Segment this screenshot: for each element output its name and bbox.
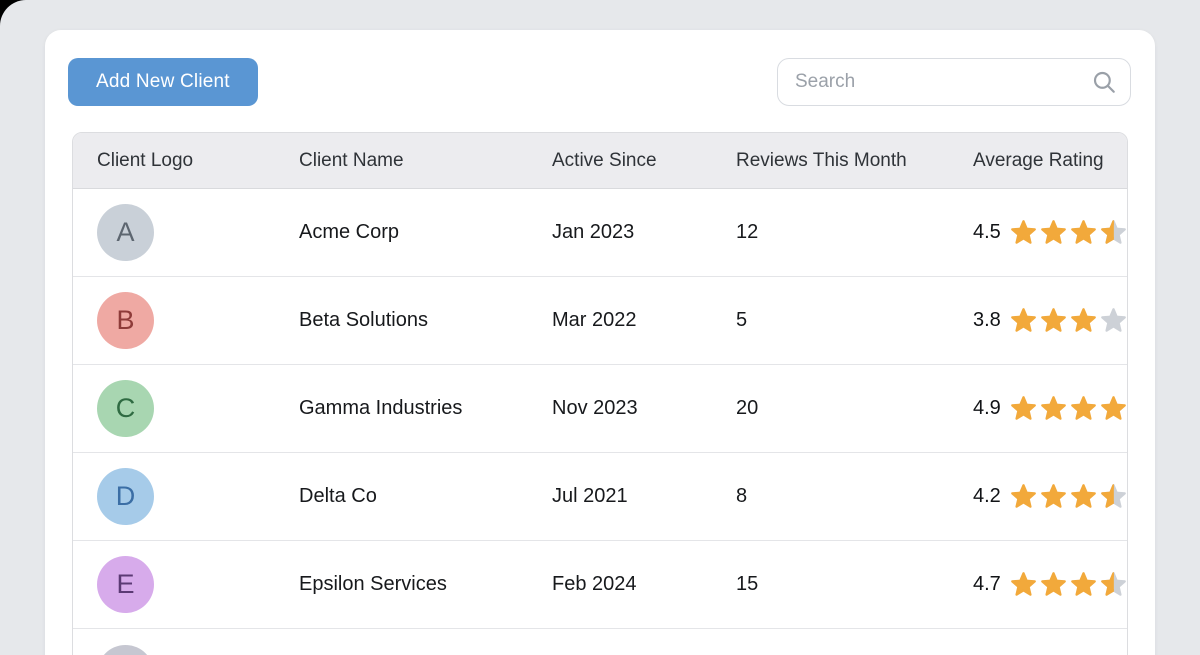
empty-star-icon [1100,308,1126,332]
rating-value: 4.5 [973,221,1001,243]
full-star-icon [1010,396,1036,420]
table-row[interactable]: D Delta Co Jul 2021 8 4.2 [73,453,1127,541]
reviews-cell: 5 [736,309,748,331]
rating-value: 3.8 [973,309,1001,331]
reviews-cell: 15 [736,573,759,595]
add-new-client-button[interactable]: Add New Client [68,58,258,106]
table-row[interactable]: A Acme Corp Jan 2023 12 4.5 [73,189,1127,277]
full-star-icon [1070,572,1096,596]
full-star-icon [1040,396,1066,420]
rating-cell: 4.5 [949,219,1127,246]
active-since-cell: Jan 2023 [552,221,635,243]
active-since-cell: Feb 2024 [552,573,637,595]
half-star-icon [1100,220,1126,244]
full-star-icon [1040,308,1066,332]
client-name-cell: Beta Solutions [299,309,428,331]
star-rating [1010,219,1127,246]
star-rating [1010,307,1127,334]
full-star-icon [1100,396,1126,420]
column-header-client-logo: Client Logo [97,149,194,171]
column-header-average-rating: Average Rating [973,149,1104,171]
star-rating [1010,483,1127,510]
search-icon[interactable] [1091,69,1117,95]
column-header-client-name: Client Name [299,149,404,171]
client-logo-cell: A [73,204,275,261]
rating-value: 4.9 [973,397,1001,419]
full-star-icon [1040,484,1066,508]
full-star-icon [1070,484,1096,508]
star-rating [1010,571,1127,598]
reviews-cell: 8 [736,485,748,507]
rating-value: 4.7 [973,573,1001,595]
client-avatar: B [97,292,154,349]
client-panel: Add New Client Client Logo Client Name Act… [45,30,1155,655]
search-box [777,58,1131,106]
toolbar: Add New Client [45,30,1155,132]
full-star-icon [1040,572,1066,596]
table-row-partial[interactable] [73,629,1127,655]
reviews-cell: 12 [736,221,759,243]
table-row[interactable]: B Beta Solutions Mar 2022 5 3.8 [73,277,1127,365]
client-avatar: E [97,556,154,613]
active-since-cell: Jul 2021 [552,485,628,507]
rating-cell: 3.8 [949,307,1127,334]
client-logo-cell: C [73,380,275,437]
client-name-cell: Epsilon Services [299,573,447,595]
active-since-cell: Nov 2023 [552,397,638,419]
client-avatar: C [97,380,154,437]
table-row[interactable]: C Gamma Industries Nov 2023 20 4.9 [73,365,1127,453]
reviews-cell: 20 [736,397,759,419]
full-star-icon [1010,308,1036,332]
table-header-row: Client Logo Client Name Active Since Review… [73,133,1127,189]
rating-cell: 4.7 [949,571,1127,598]
client-logo-cell [73,644,275,655]
client-logo-cell: B [73,292,275,349]
client-avatar: A [97,204,154,261]
full-star-icon [1070,396,1096,420]
rating-cell: 4.2 [949,483,1127,510]
half-star-icon [1100,484,1126,508]
table-row[interactable]: E Epsilon Services Feb 2024 15 4.7 [73,541,1127,629]
half-star-icon [1100,572,1126,596]
table-body: A Acme Corp Jan 2023 12 4.5 B Beta Solut… [73,189,1127,655]
clients-table: Client Logo Client Name Active Since Review… [72,132,1128,655]
active-since-cell: Mar 2022 [552,309,637,331]
client-name-cell: Delta Co [299,485,377,507]
full-star-icon [1010,220,1036,244]
search-input[interactable] [777,58,1131,106]
rating-value: 4.2 [973,485,1001,507]
client-logo-cell: D [73,468,275,525]
full-star-icon [1040,220,1066,244]
column-header-active-since: Active Since [552,149,657,171]
client-avatar [97,644,154,655]
client-avatar: D [97,468,154,525]
client-name-cell: Gamma Industries [299,397,463,419]
client-name-cell: Acme Corp [299,221,400,243]
client-logo-cell: E [73,556,275,613]
star-rating [1010,395,1127,422]
full-star-icon [1070,308,1096,332]
rating-cell: 4.9 [949,395,1127,422]
column-header-reviews-this-month: Reviews This Month [736,149,907,171]
full-star-icon [1010,484,1036,508]
full-star-icon [1070,220,1096,244]
full-star-icon [1010,572,1036,596]
